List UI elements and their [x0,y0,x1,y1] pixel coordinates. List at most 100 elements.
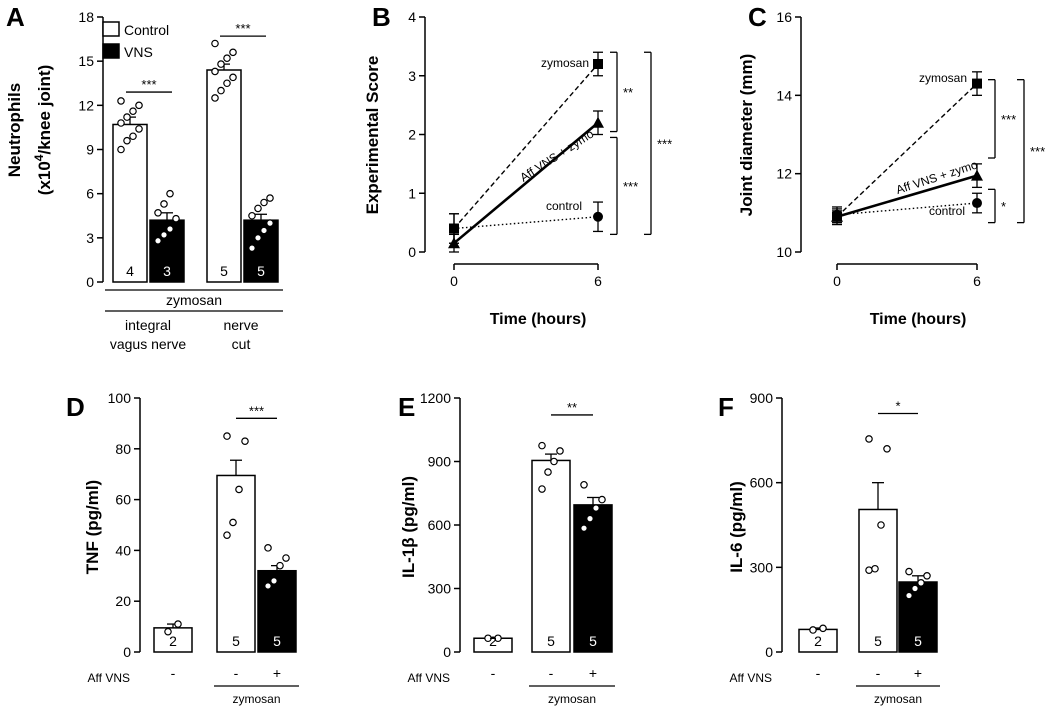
panel-c-series-0-line [836,83,978,218]
panel-e-bar-0-n: 2 [489,633,497,649]
panel-a-y-tick-label-5: 15 [78,53,94,69]
panel-c-axes: 10 12 14 16 0 6 [776,9,981,289]
panel-d-bar-1-point-2 [235,485,243,494]
panel-f-bar-1-point-4 [865,435,873,443]
panel-d-row-label: Aff VNS [88,671,130,685]
panel-b-x-tick-label-1: 6 [594,273,602,289]
panel-a-bar-0-point-0 [117,145,125,154]
panel-a-marks: 4 3 5 5 *** *** [112,21,279,283]
panel-a-y-tick-label-6: 18 [78,9,94,25]
panel-e-bar-2-point-2 [592,504,600,512]
legend-swatch-control [102,21,120,37]
panel-a-y-tick-label-3: 9 [86,142,94,158]
panel-c-y-tick-label-0: 10 [776,244,792,260]
panel-a-bar-1-point-0 [154,236,162,245]
panel-e-bar-2-point-4 [580,480,588,489]
panel-e-bar-2-point-0 [580,524,588,532]
panel-b-y-tick-label-3: 3 [408,68,416,84]
panel-e-y-tick-label-0: 0 [443,644,451,660]
panel-a-bar-0 [112,123,148,283]
group2-label-line1: nerve [223,317,258,333]
panel-c-series-2-line [836,202,978,216]
panel-e-sig-label: ** [567,400,577,415]
group1-label-line2: vagus nerve [110,336,186,352]
panel-a-bar-0-point-1 [123,136,131,145]
panel-b-ylabel: Experimental Score [363,56,382,215]
panel-d-bar-0-point-1 [174,620,182,628]
panel-b-y-tick-label-1: 1 [408,185,416,201]
panel-d-bar-2-point-0 [264,582,272,590]
legend-swatch-vns [102,43,120,59]
panel-f-axes: 0 300 600 900 [750,390,783,660]
panel-b-y-tick-label-2: 2 [408,127,416,143]
panel-b-bracket-0-label: ** [623,85,633,100]
panel-d-y-tick-label-4: 80 [115,441,131,457]
panel-f-bar-1-point-2 [877,521,885,529]
panel-b-series-2-marker-0 [449,223,459,234]
panel-f-y-tick-label-1: 300 [750,559,774,575]
panel-f-bar-0-point-1 [819,624,827,633]
panel-d-bar-2-point-2 [276,561,284,570]
panel-a-bar-2-point-3 [229,73,237,82]
panel-a-ylabel-line2: (x104/knee joint) [32,65,54,195]
panel-d-zymosan-label: zymosan [232,692,280,706]
panel-a-bar-3-point-2 [260,226,268,235]
panel-a-group1-sig-label: *** [141,77,156,92]
zymosan-label: zymosan [166,292,222,308]
panel-d-bar-1-affvns-sign: - [234,665,239,681]
panel-b-axes: 0 1 2 3 4 0 6 [408,9,602,289]
panel-a-bar-1-point-1 [160,231,168,239]
panel-f-sig-label: * [895,399,900,414]
panel-e-y-tick-label-1: 300 [428,581,452,597]
panel-b-series-0-marker-1 [593,59,603,69]
panel-c-bracket-0-label: *** [1001,112,1016,127]
panel-d-bar-2-point-3 [282,554,290,562]
panel-c-label: C [748,2,767,32]
panel-a-bar-2-point-2 [223,79,231,88]
panel-c-ylabel: Joint diameter (mm) [737,54,756,216]
panel-a-bar-3-point-5 [254,204,262,213]
panel-f-y-tick-label-0: 0 [765,644,773,660]
panel-e-row-label: Aff VNS [408,671,450,685]
panel-d-y-tick-label-2: 40 [115,542,131,558]
panel-e-bar-2 [573,504,613,653]
legend-label-control: Control [124,22,169,38]
panel-c-series-2-label: control [929,204,965,218]
panel-a-bar-0-point-7 [135,101,143,110]
panel-e-y-tick-label-3: 900 [428,454,452,470]
panel-e-y-tick-label-2: 600 [428,517,452,533]
panel-c-y-tick-label-1: 12 [776,166,792,182]
panel-f-bar-2-point-0 [905,591,913,600]
panel-a-bar-0-point-3 [135,125,143,133]
panel-e-label: E [398,392,415,422]
panel-e: E IL-1β (pg/ml) 0 300 600 900 1200 2 - 5 - 5 + ** A… [398,390,615,706]
panel-f-row-label: Aff VNS [730,671,772,685]
panel-b-series-1-marker-1 [592,116,604,128]
panel-a-bar-3-point-1 [254,234,262,242]
panel-a-xlabels: zymosan integral vagus nerve nerve cut [105,289,283,352]
panel-e-marks: 2 - 5 - 5 + ** Aff VNS zymosan [408,400,615,706]
panel-d-bar-2 [257,569,297,653]
panel-e-bar-1-n: 5 [547,633,555,649]
panel-d-bar-0-affvns-sign: - [171,665,176,681]
panel-d-bar-0 [153,627,193,653]
panel-c-xlabel: Time (hours) [870,311,967,328]
panel-e-bar-0-affvns-sign: - [491,665,496,681]
panel-e-bar-2-n: 5 [589,633,597,649]
panel-a-bar-3-point-0 [248,244,256,252]
panel-f-bar-2-affvns-sign: + [914,665,922,681]
panel-b: B Experimental Score Time (hours) 012340… [363,2,672,328]
panel-a-bar-3-point-4 [248,211,256,220]
panel-a-bar-1-point-5 [160,200,168,208]
panel-d-bar-2-point-1 [270,577,278,585]
panel-a-label: A [6,2,25,32]
panel-a-bar-2-point-4 [211,67,219,76]
panel-e-bar-1-point-2 [550,457,558,466]
panel-c-series-0-marker-1 [972,78,982,89]
panel-d-ylabel: TNF (pg/ml) [83,480,102,574]
panel-d-bar-1 [216,474,256,653]
panel-b-series-2-line [453,216,599,230]
panel-a-bar-n-1: 3 [163,263,171,279]
